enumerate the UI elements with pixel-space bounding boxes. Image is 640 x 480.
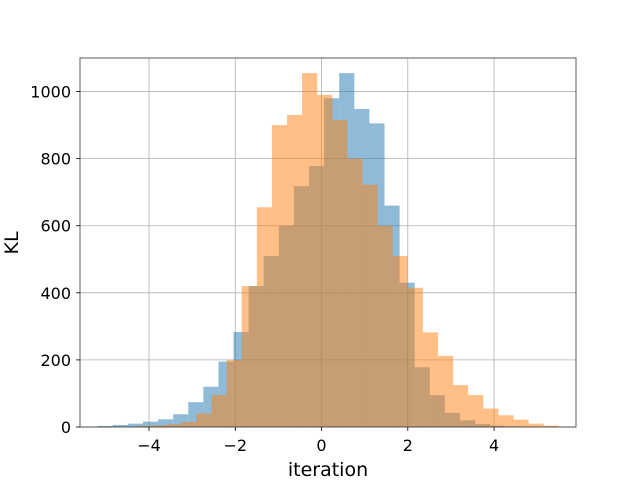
histogram-bar <box>362 184 378 427</box>
histogram-bar <box>347 158 363 428</box>
histogram-bar <box>543 425 559 427</box>
histogram-bar <box>241 286 257 427</box>
histogram-bars <box>97 73 559 428</box>
histogram-bar <box>127 423 143 427</box>
histogram-bar <box>112 424 128 427</box>
x-tick-label: 0 <box>316 436 326 455</box>
histogram-bar <box>142 421 159 427</box>
y-tick-label: 800 <box>40 150 71 169</box>
y-axis-label: KL <box>1 231 23 254</box>
x-tick-label: −2 <box>223 436 247 455</box>
histogram-bar <box>422 332 438 427</box>
histogram-bar <box>97 425 113 427</box>
histogram-series-2 <box>136 73 559 428</box>
histogram-bar <box>158 419 174 427</box>
histogram-bar <box>211 395 227 427</box>
histogram-bar <box>136 425 152 427</box>
histogram-bar <box>302 73 318 427</box>
histogram-bar <box>196 413 212 427</box>
y-tick-label: 0 <box>61 418 71 437</box>
histogram-bar <box>166 424 182 427</box>
x-tick-label: 2 <box>403 436 413 455</box>
histogram-bar <box>226 359 242 427</box>
histogram-bar <box>256 207 272 427</box>
plot-frame <box>79 57 577 428</box>
histogram-bar <box>483 408 499 427</box>
histogram-bar <box>377 225 393 427</box>
histogram-bar <box>317 94 333 428</box>
x-axis-label: iteration <box>288 459 368 480</box>
histogram-bar <box>181 421 197 427</box>
histogram-bar <box>407 287 423 427</box>
y-tick-label: 200 <box>40 351 71 370</box>
histogram-bar <box>332 120 348 428</box>
histogram-bar <box>151 425 167 427</box>
y-tick-label: 600 <box>40 217 71 236</box>
x-tick-label: 4 <box>489 436 499 455</box>
histogram-bar <box>437 355 454 427</box>
histogram-bar <box>392 255 408 427</box>
histogram-bar <box>271 125 288 427</box>
axis-ticks: −4 −2 0 2 4 0 200 400 600 800 1000 <box>30 83 499 455</box>
histogram-bar <box>287 115 303 427</box>
y-tick-label: 1000 <box>30 83 71 102</box>
histogram-bar <box>513 419 529 427</box>
histogram-bar <box>453 385 469 427</box>
x-tick-label: −4 <box>137 436 161 455</box>
histogram-bar <box>498 415 514 427</box>
histogram-bar <box>468 395 484 427</box>
histogram-bar <box>528 423 544 427</box>
y-tick-label: 400 <box>40 284 71 303</box>
